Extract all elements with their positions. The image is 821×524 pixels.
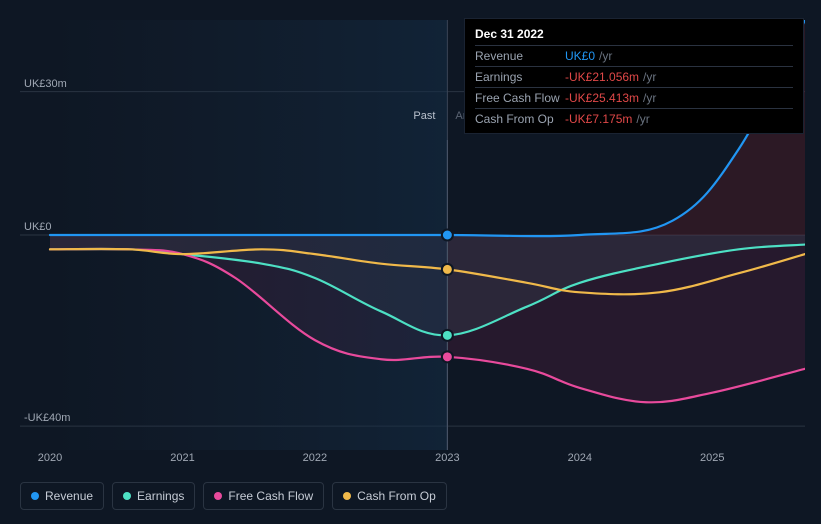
y-axis-label: -UK£40m [24,412,70,424]
legend-label: Free Cash Flow [228,489,313,503]
legend-item-fcf[interactable]: Free Cash Flow [203,482,324,510]
marker-revenue [442,230,453,241]
past-region-label: Past [413,110,435,122]
legend-label: Earnings [137,489,184,503]
y-axis-label: UK£0 [24,221,52,233]
tooltip-row-2: Free Cash Flow-UK£25.413m/yr [475,87,793,108]
chart-tooltip: Dec 31 2022 RevenueUK£0/yrEarnings-UK£21… [464,18,804,134]
tooltip-row-3: Cash From Op-UK£7.175m/yr [475,108,793,129]
tooltip-row-unit: /yr [636,112,649,126]
legend-item-earnings[interactable]: Earnings [112,482,195,510]
legend-item-revenue[interactable]: Revenue [20,482,104,510]
tooltip-row-label: Revenue [475,49,565,63]
x-axis-label: 2025 [700,452,724,464]
x-axis-labels: 2020 2021 2022 2023 2024 2025 [20,452,805,468]
marker-earnings [442,330,453,341]
tooltip-row-value: -UK£21.056m [565,70,639,84]
tooltip-row-value: UK£0 [565,49,595,63]
tooltip-row-unit: /yr [643,91,656,105]
tooltip-row-label: Cash From Op [475,112,565,126]
tooltip-row-label: Earnings [475,70,565,84]
legend-dot-icon [343,492,351,500]
x-axis-label: 2021 [170,452,194,464]
y-axis-label: UK£30m [24,78,67,90]
tooltip-row-label: Free Cash Flow [475,91,565,105]
x-axis-label: 2024 [568,452,592,464]
legend-dot-icon [31,492,39,500]
x-axis-label: 2023 [435,452,459,464]
legend-label: Revenue [45,489,93,503]
tooltip-row-1: Earnings-UK£21.056m/yr [475,66,793,87]
tooltip-row-value: -UK£7.175m [565,112,632,126]
legend-item-cfo[interactable]: Cash From Op [332,482,447,510]
tooltip-row-0: RevenueUK£0/yr [475,45,793,66]
marker-cfo [442,264,453,275]
tooltip-row-unit: /yr [643,70,656,84]
x-axis-label: 2020 [38,452,62,464]
chart-legend: Revenue Earnings Free Cash Flow Cash From O… [20,482,447,510]
tooltip-date: Dec 31 2022 [475,27,793,41]
legend-label: Cash From Op [357,489,436,503]
x-axis-label: 2022 [303,452,327,464]
legend-dot-icon [123,492,131,500]
tooltip-row-unit: /yr [599,49,612,63]
legend-dot-icon [214,492,222,500]
tooltip-row-value: -UK£25.413m [565,91,639,105]
marker-fcf [442,351,453,362]
